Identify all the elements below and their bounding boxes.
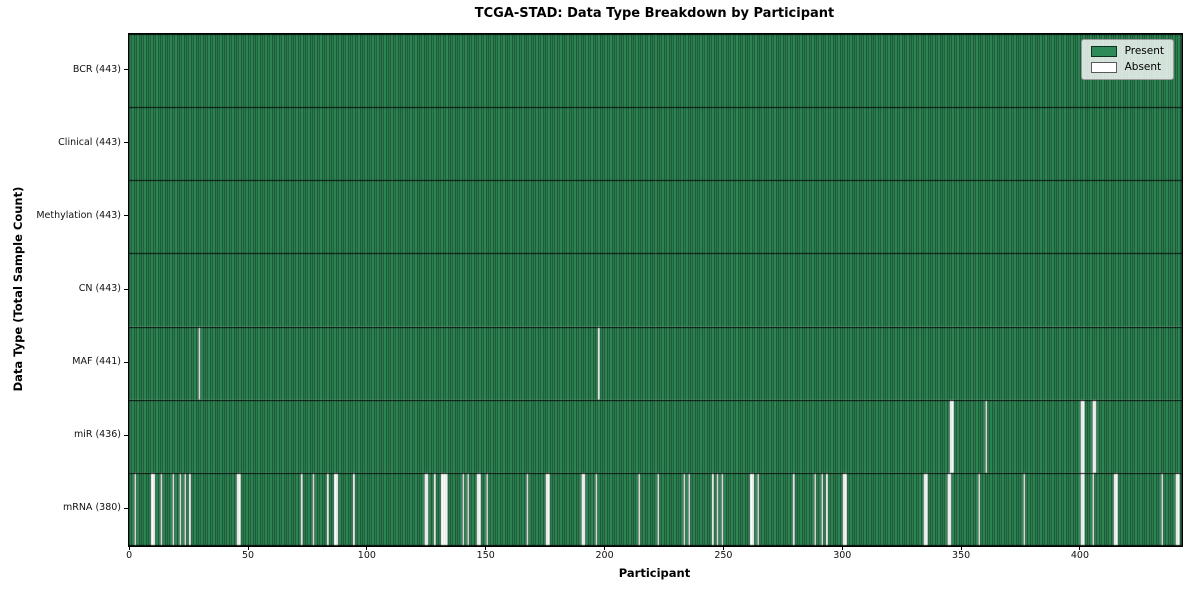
legend-label-absent: Absent (1124, 61, 1162, 74)
y-tick-label: miR (436) (73, 429, 121, 441)
legend-item-present: Present (1090, 45, 1164, 58)
x-tick-label: 0 (126, 550, 133, 561)
legend-swatch-present-icon (1090, 46, 1117, 57)
legend-swatch-absent-icon (1090, 62, 1117, 73)
x-tick-mark (604, 546, 606, 550)
y-tick-mark (124, 215, 128, 217)
x-tick-mark (366, 546, 368, 550)
x-axis-title: Participant (618, 566, 691, 580)
y-tick-mark (124, 361, 128, 363)
y-tick-mark (124, 142, 128, 144)
x-tick-label: 250 (714, 550, 733, 561)
x-tick-mark (841, 546, 843, 550)
y-tick-label: mRNA (380) (62, 502, 121, 514)
x-tick-mark (128, 546, 130, 550)
x-tick-label: 100 (357, 550, 376, 561)
x-tick-label: 400 (1070, 550, 1090, 561)
legend-item-absent: Absent (1090, 61, 1164, 74)
y-tick-label: BCR (443) (72, 63, 121, 75)
y-tick-mark (124, 69, 128, 71)
x-tick-label: 50 (241, 550, 255, 561)
y-tick-mark (124, 507, 128, 509)
legend: Present Absent (1080, 39, 1174, 80)
x-tick-mark (722, 546, 724, 550)
heatmap-canvas (129, 34, 1182, 546)
x-tick-mark (247, 546, 249, 550)
x-tick-mark (960, 546, 962, 550)
chart-title: TCGA-STAD: Data Type Breakdown by Partic… (474, 6, 835, 21)
x-tick-label: 150 (476, 550, 495, 561)
x-tick-mark (485, 546, 487, 550)
y-tick-mark (124, 288, 128, 290)
y-tick-label: Methylation (443) (36, 209, 121, 221)
y-tick-mark (124, 434, 128, 436)
y-tick-label: MAF (441) (72, 356, 121, 368)
y-tick-label: CN (443) (78, 283, 121, 294)
plot-area: Present Absent (128, 33, 1183, 547)
y-tick-label: Clinical (443) (58, 136, 121, 148)
x-tick-label: 300 (833, 550, 852, 561)
x-tick-label: 350 (952, 550, 971, 561)
x-tick-mark (1079, 546, 1081, 550)
legend-label-present: Present (1124, 45, 1164, 58)
x-tick-label: 200 (595, 550, 614, 561)
